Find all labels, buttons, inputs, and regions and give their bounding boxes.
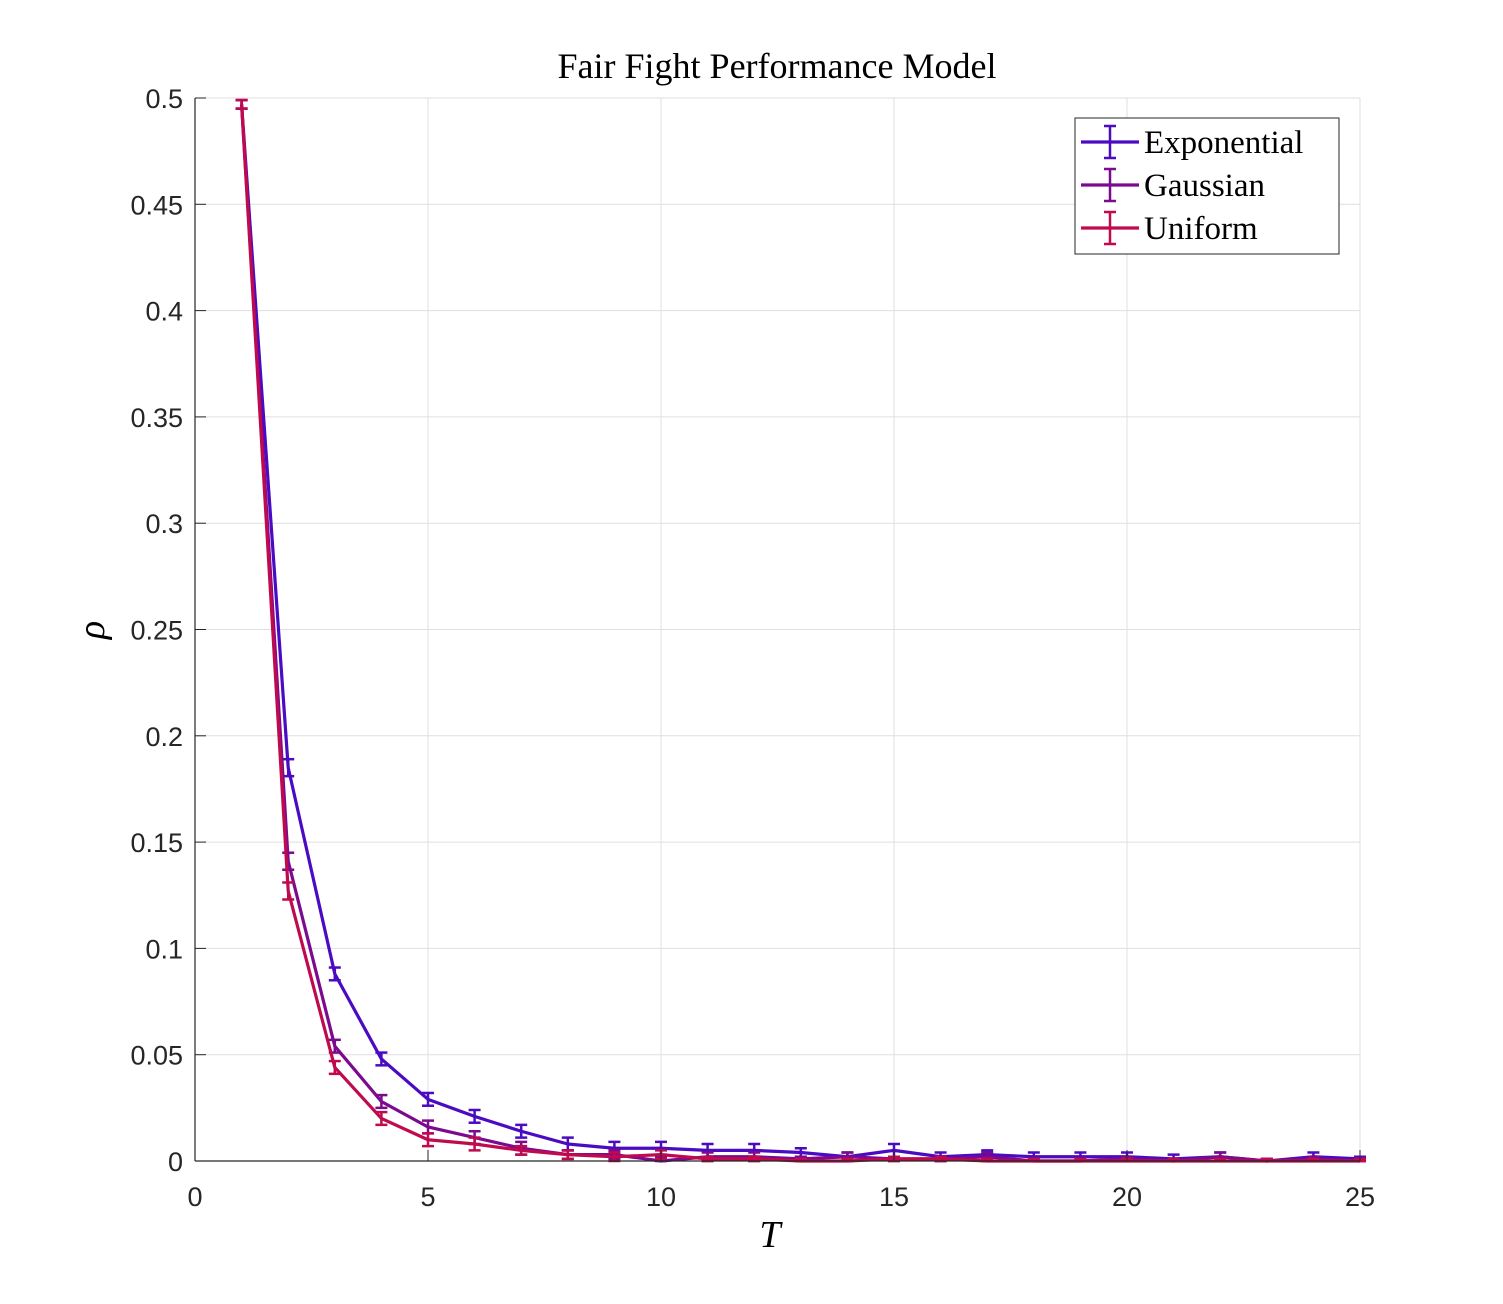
y-tick-label: 0.15: [130, 828, 183, 858]
legend-label: Gaussian: [1144, 168, 1265, 204]
legend-item-gaussian: Gaussian: [1081, 167, 1265, 204]
x-tick-label: 25: [1345, 1182, 1375, 1212]
x-tick-label: 15: [879, 1182, 909, 1212]
x-tick-label: 20: [1112, 1182, 1142, 1212]
legend-items: Exponential Gaussian Uniform: [1081, 124, 1303, 247]
tick-labels: 0 5 10 15 20 25 0 0.05 0.1 0.15 0.2 0.25 0.3 0.35 0.4 0…: [130, 84, 1375, 1212]
error-bar: [468, 1108, 481, 1124]
y-tick-label: 0.3: [145, 509, 183, 539]
error-bar: [422, 1091, 434, 1107]
x-tick-label: 5: [420, 1182, 435, 1212]
y-tick-label: 0.1: [145, 934, 183, 964]
error-bar: [375, 1051, 388, 1067]
error-bar: [515, 1123, 528, 1139]
y-tick-label: 0.2: [145, 722, 183, 752]
y-tick-label: 0.5: [145, 84, 183, 114]
legend-item-exponential: Exponential: [1081, 124, 1303, 161]
y-axis-label: ρ: [71, 621, 113, 640]
error-bar: [235, 98, 248, 110]
y-tick-label: 0.35: [130, 403, 183, 433]
legend-item-uniform: Uniform: [1081, 210, 1258, 247]
error-bar: [515, 1144, 528, 1156]
y-tick-label: 0.05: [130, 1041, 183, 1071]
chart-title: Fair Fight Performance Model: [558, 46, 997, 86]
error-bar: [561, 1149, 574, 1161]
y-tick-label: 0: [168, 1147, 183, 1177]
error-bar: [375, 1110, 388, 1127]
axes: [194, 97, 1361, 1162]
x-tick-label: 10: [646, 1182, 676, 1212]
grid: [194, 97, 1361, 1162]
error-bar: [328, 1059, 341, 1076]
legend-label: Exponential: [1144, 125, 1303, 161]
y-tick-label: 0.4: [145, 297, 183, 327]
y-tick-label: 0.25: [130, 616, 183, 646]
y-tick-label: 0.45: [130, 190, 183, 220]
error-bar: [375, 1093, 388, 1110]
error-bar: [282, 881, 295, 901]
error-bar: [422, 1132, 434, 1148]
error-bar: [468, 1136, 481, 1152]
x-tick-label: 0: [187, 1182, 202, 1212]
legend-label: Uniform: [1144, 211, 1258, 247]
x-axis-label: T: [759, 1214, 783, 1256]
error-bar: [328, 966, 341, 982]
legend: Exponential Gaussian Uniform: [1074, 117, 1340, 255]
